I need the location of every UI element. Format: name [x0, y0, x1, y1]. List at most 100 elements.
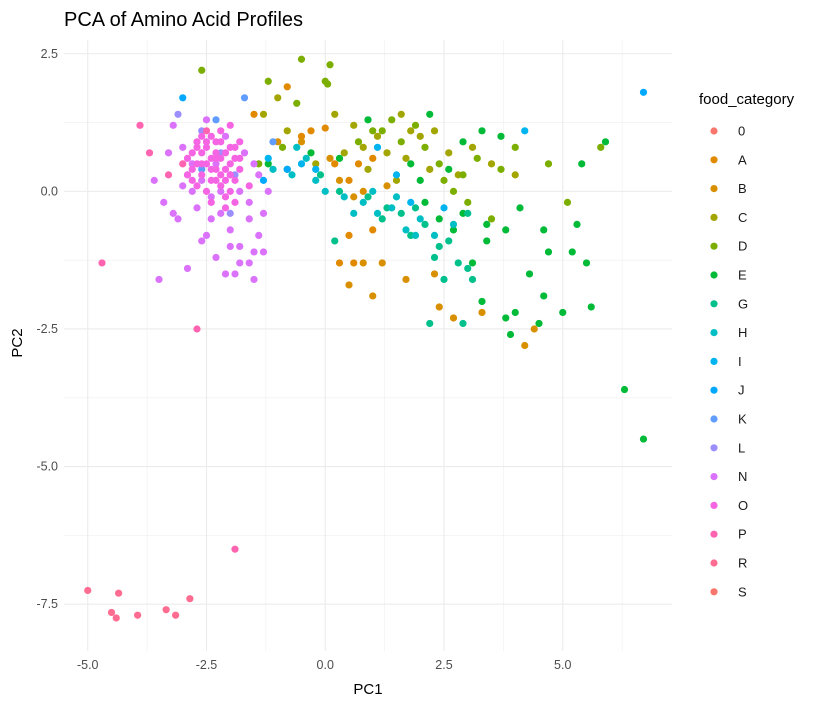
- legend-key: [710, 588, 718, 596]
- data-point: [506, 330, 515, 339]
- data-point: [473, 154, 481, 162]
- data-point: [174, 110, 182, 118]
- data-point: [283, 165, 291, 173]
- data-point: [478, 127, 486, 135]
- data-point: [620, 385, 629, 394]
- data-point: [316, 171, 325, 179]
- chart-title: PCA of Amino Acid Profiles: [64, 9, 303, 31]
- data-point: [459, 171, 467, 179]
- data-point: [502, 226, 510, 234]
- data-point: [392, 193, 401, 201]
- legend-key: [710, 156, 718, 164]
- data-point: [259, 209, 268, 217]
- data-point: [98, 259, 106, 267]
- data-point: [464, 264, 472, 273]
- data-point: [597, 143, 605, 151]
- data-point: [335, 176, 344, 184]
- data-point: [217, 171, 225, 179]
- data-point: [259, 110, 268, 118]
- data-point: [226, 121, 234, 129]
- data-point: [221, 270, 230, 278]
- data-point: [321, 187, 329, 195]
- data-point: [188, 165, 196, 173]
- legend-title: food_category: [699, 91, 795, 108]
- data-point: [335, 187, 344, 195]
- data-point: [440, 176, 448, 184]
- data-point: [435, 160, 443, 168]
- data-point: [601, 138, 610, 146]
- data-point: [264, 154, 272, 162]
- data-point: [236, 242, 244, 251]
- data-point: [107, 608, 116, 617]
- data-point: [464, 209, 472, 217]
- data-point: [369, 187, 377, 195]
- data-point: [250, 160, 258, 168]
- data-point: [226, 187, 234, 195]
- legend-label: H: [738, 325, 747, 340]
- data-point: [487, 160, 496, 168]
- data-point: [198, 171, 206, 179]
- data-point: [378, 215, 386, 223]
- data-point: [136, 121, 144, 129]
- data-point: [226, 171, 234, 179]
- data-point: [359, 187, 367, 195]
- data-point: [502, 314, 510, 322]
- data-point: [150, 176, 158, 184]
- data-point: [369, 154, 377, 162]
- data-point: [392, 176, 401, 184]
- data-point: [288, 171, 296, 179]
- data-point: [364, 193, 372, 201]
- data-point: [264, 160, 272, 168]
- data-point: [359, 198, 367, 206]
- data-point: [525, 270, 534, 278]
- legend-key: [710, 444, 718, 452]
- data-point: [217, 138, 225, 146]
- data-point: [430, 253, 439, 262]
- data-point: [478, 297, 486, 306]
- data-point: [568, 248, 576, 256]
- data-point: [231, 198, 239, 206]
- data-point: [578, 160, 586, 168]
- data-point: [421, 220, 429, 229]
- data-point: [364, 165, 372, 173]
- data-point: [236, 187, 244, 195]
- data-point: [345, 231, 353, 240]
- data-point: [321, 124, 329, 132]
- data-point: [297, 55, 306, 63]
- data-point: [293, 99, 301, 107]
- legend-label: N: [738, 469, 747, 484]
- data-point: [198, 66, 206, 74]
- data-point: [160, 198, 168, 206]
- data-point: [511, 171, 519, 179]
- data-point: [202, 231, 211, 240]
- legend-label: G: [738, 296, 748, 311]
- data-point: [340, 149, 348, 157]
- data-point: [283, 127, 291, 135]
- legend-key: [710, 473, 718, 481]
- y-tick-label: -7.5: [36, 597, 58, 611]
- data-point: [326, 154, 334, 162]
- data-point: [226, 160, 234, 168]
- data-point: [397, 209, 405, 217]
- data-point: [302, 154, 310, 162]
- data-point: [207, 198, 215, 206]
- legend-label: B: [738, 181, 747, 196]
- data-point: [350, 193, 358, 201]
- legend-label: L: [738, 440, 745, 455]
- data-point: [217, 187, 225, 195]
- legend-label: J: [738, 383, 745, 398]
- data-point: [202, 127, 211, 135]
- data-point: [207, 154, 215, 162]
- data-point: [511, 143, 519, 151]
- data-point: [231, 143, 239, 151]
- data-point: [426, 165, 434, 173]
- data-point: [193, 325, 201, 333]
- data-point: [202, 138, 211, 146]
- data-point: [416, 132, 424, 140]
- x-axis-title: PC1: [353, 681, 382, 698]
- data-point: [169, 121, 177, 129]
- data-point: [483, 237, 491, 245]
- data-point: [354, 138, 363, 146]
- data-point: [369, 292, 377, 300]
- x-tick-label: -5.0: [77, 658, 99, 672]
